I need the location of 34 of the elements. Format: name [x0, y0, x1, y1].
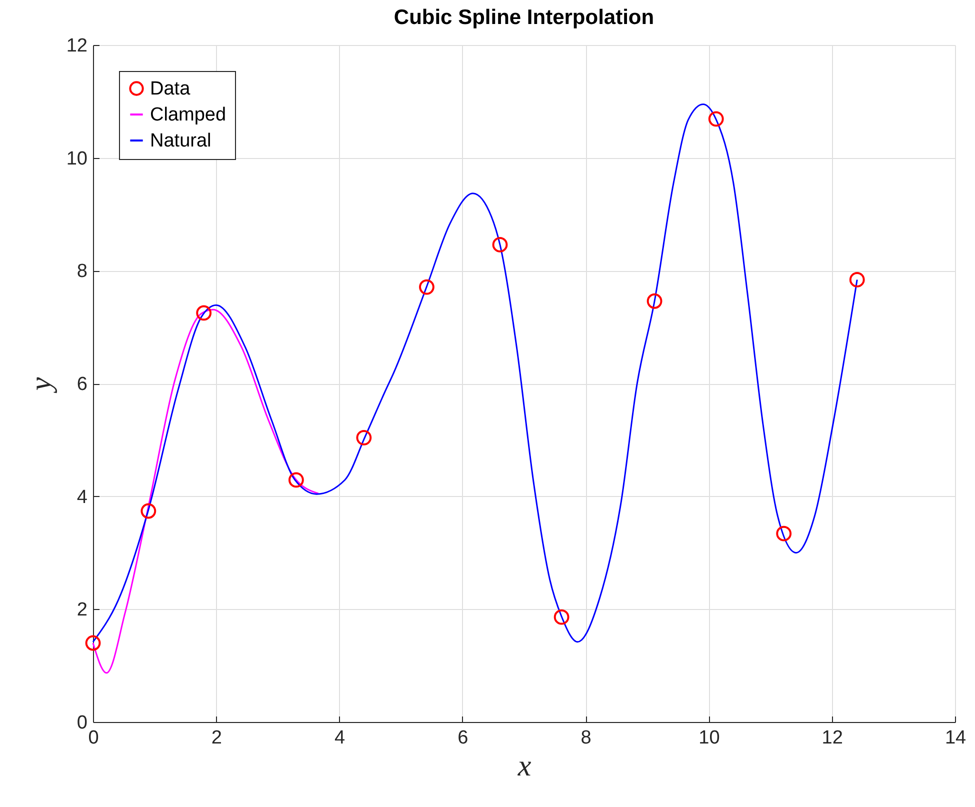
- point: [708, 111, 724, 127]
- legend-label: Natural: [150, 130, 212, 152]
- y-tick-label: 10: [66, 148, 88, 170]
- point: [140, 503, 156, 519]
- x-axis-title: x: [516, 750, 532, 782]
- y-tick-label: 0: [76, 712, 88, 734]
- point: [85, 635, 101, 651]
- point: [419, 279, 434, 295]
- y-tick-label: 2: [76, 600, 88, 621]
- y-tick-label: 8: [76, 261, 88, 282]
- point: [288, 472, 304, 488]
- point: [849, 272, 865, 288]
- line-series: [92, 103, 858, 643]
- x-tick-label: 12: [822, 728, 843, 748]
- legend-label: Data: [150, 78, 191, 100]
- line-series: [92, 308, 320, 674]
- y-tick-label: 4: [76, 486, 88, 508]
- point: [492, 237, 508, 252]
- x-tick-label: 6: [458, 728, 468, 748]
- point: [356, 430, 372, 446]
- point: [776, 526, 792, 542]
- x-tick-label: 2: [211, 728, 222, 748]
- y-tick-label: 12: [66, 36, 88, 56]
- x-tick-label: 4: [334, 728, 346, 748]
- y-axis-title: y: [24, 376, 58, 394]
- x-tick-label: 14: [944, 728, 966, 748]
- x-tick-label: 8: [580, 728, 592, 748]
- x-tick-label: 10: [698, 728, 720, 748]
- legend-label: Clamped: [150, 104, 226, 126]
- point: [196, 305, 212, 321]
- point: [554, 609, 570, 625]
- chart-title: Cubic Spline Interpolation: [394, 6, 654, 29]
- point: [646, 293, 662, 309]
- y-tick-label: 6: [76, 374, 88, 395]
